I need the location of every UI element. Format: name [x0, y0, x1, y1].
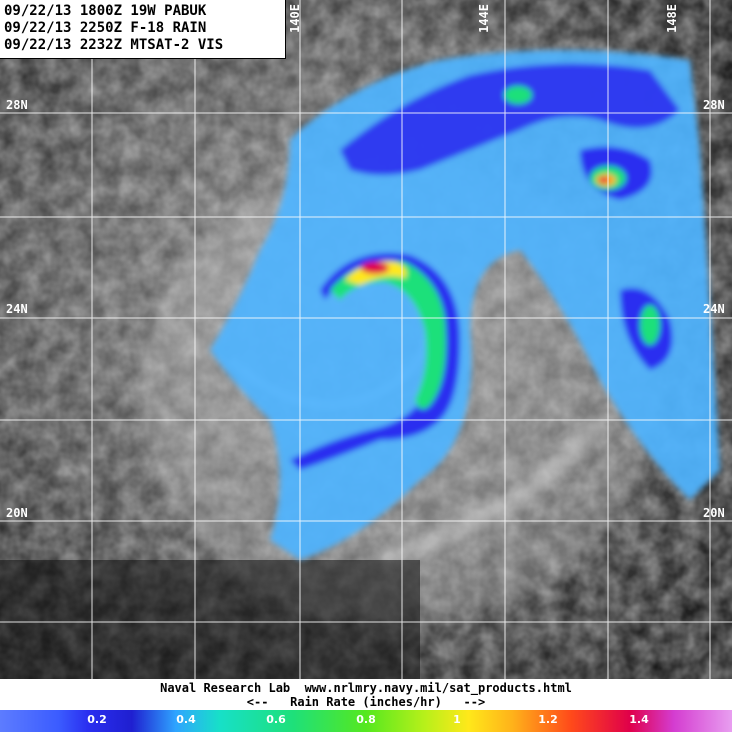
- scale-caption: <-- Rain Rate (inches/hr) -->: [246, 695, 486, 709]
- header-box: 09/22/13 1800Z 19W PABUK 09/22/13 2250Z …: [0, 0, 286, 59]
- header-line-2: 09/22/13 2250Z F-18 RAIN: [4, 20, 207, 36]
- lon-label-148e: 148E: [665, 4, 679, 33]
- colorbar-tick: 1.2: [538, 713, 558, 726]
- header-line-1: 09/22/13 1800Z 19W PABUK: [4, 3, 207, 19]
- colorbar-tick: 0.6: [266, 713, 286, 726]
- colorbar-tick: 0.8: [356, 713, 376, 726]
- colorbar-tick: 0.2: [87, 713, 107, 726]
- colorbar-tick: 1: [453, 713, 461, 726]
- lat-lon-grid: [0, 0, 732, 680]
- lat-label-28n-left: 28N: [6, 98, 28, 112]
- credit-text: Naval Research Lab www.nrlmry.navy.mil/s…: [160, 681, 572, 695]
- lat-label-24n-left: 24N: [6, 302, 28, 316]
- colorbar-tick: 1.4: [629, 713, 649, 726]
- header-line-3: 09/22/13 2232Z MTSAT-2 VIS: [4, 37, 224, 53]
- lat-label-28n-right: 28N: [703, 98, 725, 112]
- lon-label-144e: 144E: [477, 4, 491, 33]
- lat-label-20n-left: 20N: [6, 506, 28, 520]
- lon-label-140e: 140E: [288, 4, 302, 33]
- rain-rate-overlay: [210, 50, 720, 560]
- lat-label-24n-right: 24N: [703, 302, 725, 316]
- colorbar-tick: 0.4: [176, 713, 196, 726]
- rain-rate-colorbar: [0, 710, 732, 732]
- lat-label-20n-right: 20N: [703, 506, 725, 520]
